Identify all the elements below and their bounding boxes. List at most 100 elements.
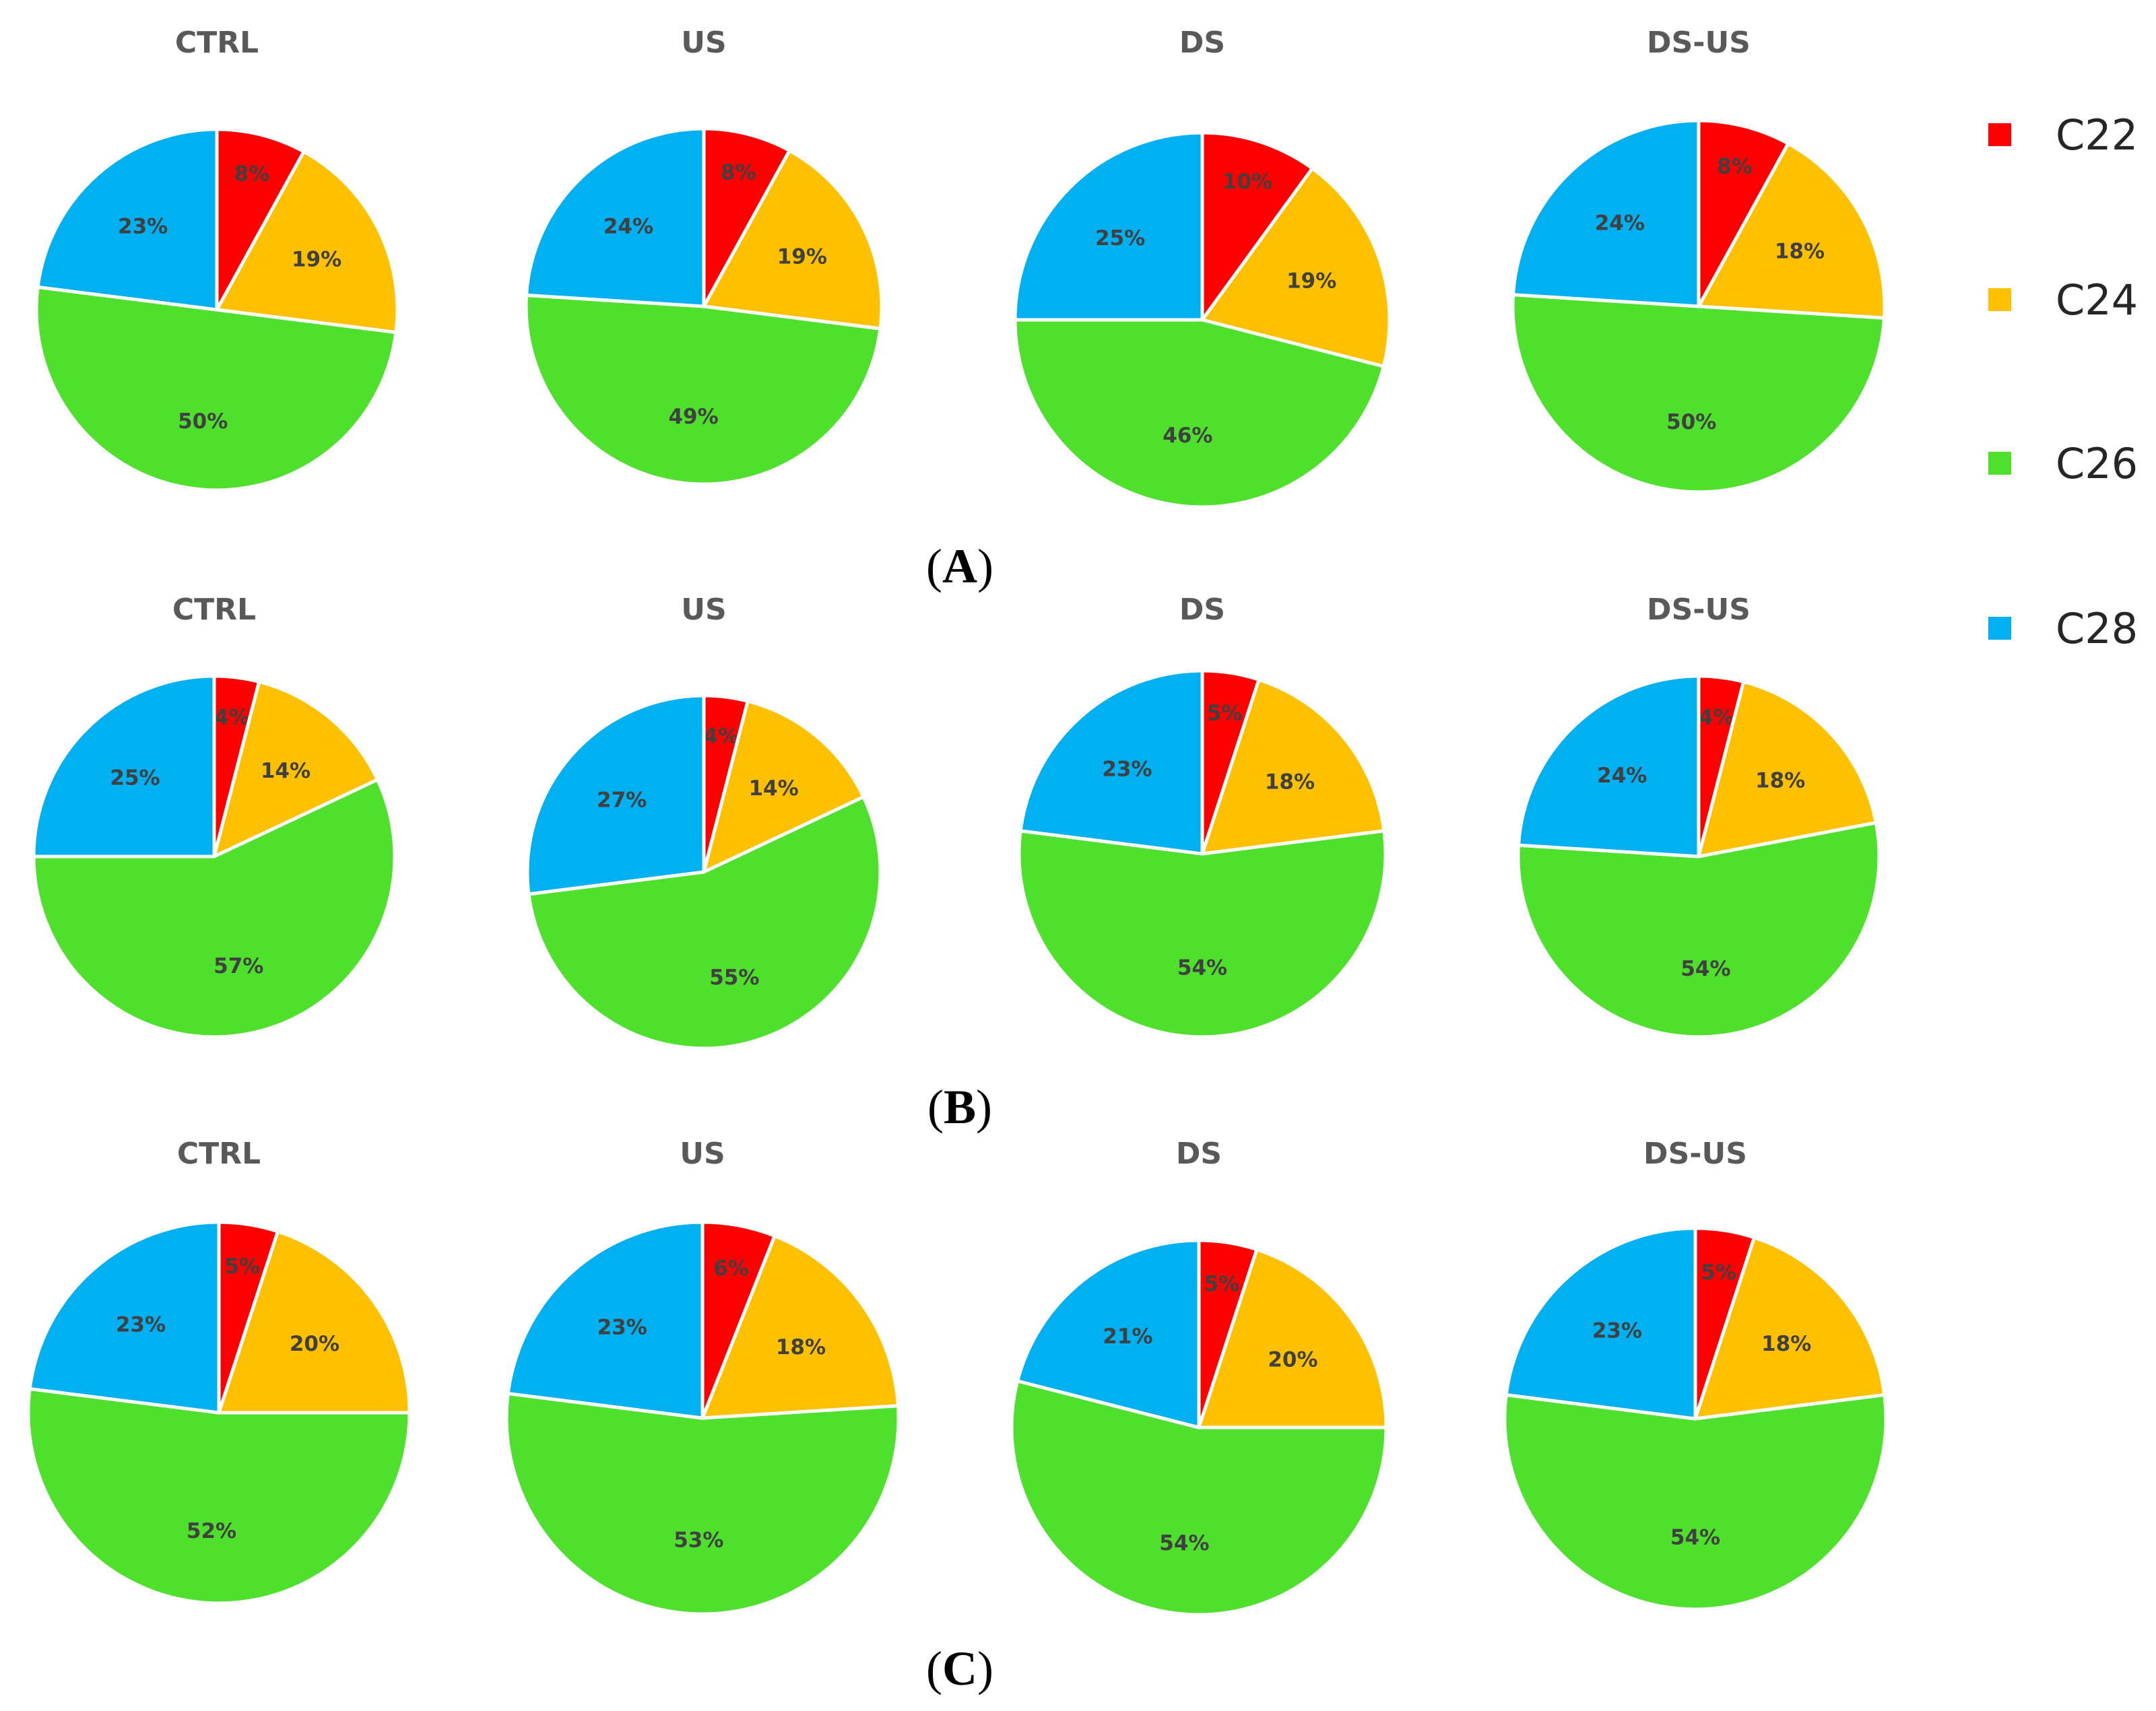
slice-label-c22: 10% xyxy=(1222,170,1272,194)
panel-b: CTRL 4% 14% 57% 25% US 4% 14% 55% 27% DS 5% 18% 54% 23… xyxy=(32,593,1881,1134)
slice-label-c24: 18% xyxy=(1755,768,1805,793)
pie-title: DS xyxy=(1176,1137,1222,1171)
slice-label-c26: 52% xyxy=(187,1519,236,1543)
pie-title: US xyxy=(681,26,726,60)
pie-slice-c28 xyxy=(36,127,219,312)
legend-label: C28 xyxy=(2056,604,2138,653)
slice-label-c24: 18% xyxy=(776,1335,826,1360)
slice-label-c28: 24% xyxy=(1597,764,1647,788)
pie-slice-c22 xyxy=(1697,119,1790,308)
pie-slice-c24 xyxy=(1693,1236,1887,1421)
slice-label-c22: 8% xyxy=(234,162,270,187)
pie-slice-c22 xyxy=(702,127,791,308)
slice-label-c28: 27% xyxy=(597,789,647,813)
slice-label-c24: 20% xyxy=(1268,1348,1317,1372)
pie-slice-c24 xyxy=(1197,1248,1388,1430)
panel-label: (A) xyxy=(926,539,993,593)
pie-title: DS xyxy=(1179,26,1225,60)
slice-label-c28: 23% xyxy=(116,1312,166,1337)
slice-label-c28: 23% xyxy=(1592,1318,1642,1343)
legend-swatch xyxy=(1988,123,2011,146)
slice-label-c22: 4% xyxy=(703,724,739,748)
pie-title: US xyxy=(680,1137,725,1171)
legend: C22 C24 C26 C28 xyxy=(1988,110,2138,653)
legend-label: C26 xyxy=(2056,439,2138,488)
slice-label-c22: 5% xyxy=(1701,1261,1736,1285)
pie-slice-c26 xyxy=(1010,1379,1388,1617)
slice-label-c22: 4% xyxy=(214,706,250,730)
pie-chart-ds: DS 5% 18% 54% 23% xyxy=(1017,593,1387,1039)
pie-slice-c26 xyxy=(1511,293,1886,494)
pie-chart-us: US 6% 18% 53% 23% xyxy=(504,1137,901,1616)
slice-label-c26: 46% xyxy=(1163,424,1212,448)
pie-slice-c28 xyxy=(506,1220,705,1420)
pie-slice-c26 xyxy=(34,285,398,492)
slice-label-c26: 50% xyxy=(178,409,228,434)
slice-label-c24: 19% xyxy=(1286,269,1336,294)
legend-swatch xyxy=(1988,452,2011,475)
slice-label-c22: 6% xyxy=(713,1256,749,1281)
slice-label-c24: 20% xyxy=(290,1332,339,1356)
pie-slice-c28 xyxy=(32,674,216,859)
pie-chart-us: US 8% 19% 49% 24% xyxy=(524,26,884,486)
slice-label-c24: 14% xyxy=(261,759,311,783)
slice-label-c28: 25% xyxy=(1095,226,1145,250)
panel-label: (C) xyxy=(926,1642,993,1696)
slice-label-c28: 24% xyxy=(603,215,653,239)
slice-label-c28: 21% xyxy=(1103,1324,1152,1349)
pie-slice-c26 xyxy=(1013,318,1385,509)
slice-label-c26: 54% xyxy=(1670,1525,1720,1549)
slice-label-c26: 55% xyxy=(709,966,759,990)
legend-label: C22 xyxy=(2056,110,2138,160)
slice-label-c22: 5% xyxy=(224,1254,260,1279)
pie-slice-c24 xyxy=(1697,141,1887,320)
pie-slice-c22 xyxy=(215,127,306,312)
pie-chart-ds-us: DS-US 5% 18% 54% 23% xyxy=(1503,1137,1888,1611)
pie-slice-c28 xyxy=(525,694,706,896)
slice-label-c26: 49% xyxy=(668,405,718,429)
pie-title: US xyxy=(681,593,726,627)
pie-title: CTRL xyxy=(177,1137,261,1171)
slice-label-c26: 50% xyxy=(1666,410,1716,434)
pie-slice-c28 xyxy=(1511,119,1701,308)
pie-title: CTRL xyxy=(172,593,256,627)
panel-label: (B) xyxy=(927,1080,992,1134)
pie-slice-c26 xyxy=(524,293,882,486)
slice-label-c26: 54% xyxy=(1680,957,1730,981)
pie-title: DS-US xyxy=(1647,26,1751,60)
pie-chart-us: US 4% 14% 55% 27% xyxy=(525,593,882,1050)
pie-slice-c24 xyxy=(1200,166,1392,368)
pie-slice-c24 xyxy=(702,149,884,331)
pie-panels: CTRL 8% 19% 50% 23% US 8% 19% 49% 24% DS 10% 19% 46% 2… xyxy=(26,26,1888,1696)
slice-label-c24: 19% xyxy=(777,245,827,269)
pie-chart-ds-us: DS-US 4% 18% 54% 24% xyxy=(1516,593,1881,1039)
pie-title: DS xyxy=(1179,593,1225,627)
slice-label-c22: 8% xyxy=(1717,154,1753,178)
slice-label-c24: 18% xyxy=(1265,770,1315,795)
pie-chart-ctrl: CTRL 8% 19% 50% 23% xyxy=(34,26,399,492)
legend-swatch xyxy=(1988,617,2011,640)
legend-item-c22: C22 xyxy=(1988,110,2138,160)
pie-slice-c26 xyxy=(1503,1393,1888,1611)
slice-label-c22: 8% xyxy=(721,161,756,185)
pie-chart-ds: DS 10% 19% 46% 25% xyxy=(1013,26,1392,509)
pie-chart-ds-us: DS-US 8% 18% 50% 24% xyxy=(1511,26,1887,494)
pie-title: DS-US xyxy=(1643,1137,1747,1171)
slice-label-c26: 57% xyxy=(214,954,263,978)
pie-chart-ctrl: CTRL 4% 14% 57% 25% xyxy=(32,593,397,1039)
pie-slice-c26 xyxy=(32,778,397,1039)
pie-slice-c28 xyxy=(28,1220,221,1415)
pie-slice-c24 xyxy=(217,1230,412,1415)
pie-slice-c26 xyxy=(1516,821,1881,1039)
legend-item-c24: C24 xyxy=(1988,275,2138,325)
pie-slice-c24 xyxy=(1200,677,1386,856)
pie-slice-c24 xyxy=(700,1234,900,1420)
pie-slice-c28 xyxy=(1016,1238,1201,1430)
pie-title: DS-US xyxy=(1647,593,1751,627)
slice-label-c28: 23% xyxy=(597,1316,647,1340)
pie-slice-c26 xyxy=(527,795,882,1050)
pie-slice-c28 xyxy=(1018,669,1204,856)
slice-label-c26: 54% xyxy=(1177,956,1227,980)
pie-slice-c22 xyxy=(1200,131,1314,322)
